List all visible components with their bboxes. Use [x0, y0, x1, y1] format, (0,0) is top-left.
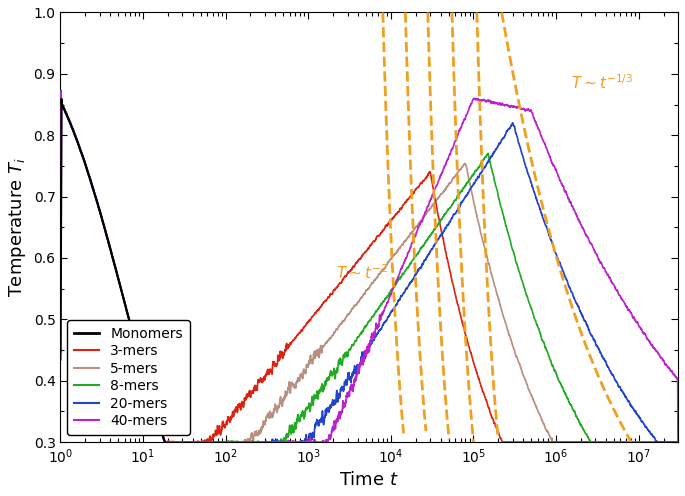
X-axis label: Time $t$: Time $t$: [339, 471, 399, 489]
Y-axis label: Temperature $T_i$: Temperature $T_i$: [7, 157, 28, 297]
Legend: Monomers, 3-mers, 5-mers, 8-mers, 20-mers, 40-mers: Monomers, 3-mers, 5-mers, 8-mers, 20-mer…: [67, 320, 190, 435]
Text: $T\sim t^{-1/3}$: $T\sim t^{-1/3}$: [571, 73, 633, 92]
Text: $T\sim t^{-2}$: $T\sim t^{-2}$: [336, 264, 388, 282]
